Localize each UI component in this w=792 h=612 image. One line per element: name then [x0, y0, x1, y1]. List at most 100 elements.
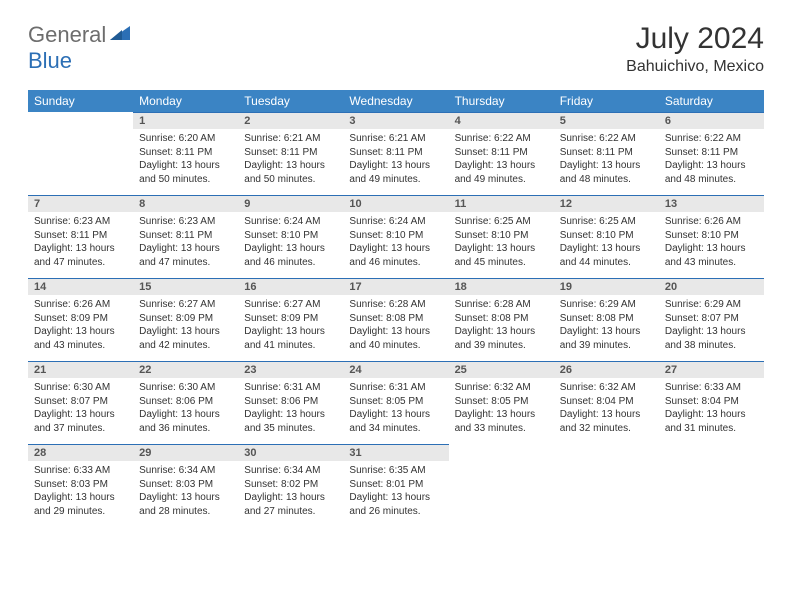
day-details: Sunrise: 6:26 AMSunset: 8:10 PMDaylight:… [659, 212, 764, 278]
day-details: Sunrise: 6:29 AMSunset: 8:07 PMDaylight:… [659, 295, 764, 361]
calendar-cell: 11Sunrise: 6:25 AMSunset: 8:10 PMDayligh… [449, 195, 554, 278]
day-details: Sunrise: 6:22 AMSunset: 8:11 PMDaylight:… [449, 129, 554, 195]
day-header-tuesday: Tuesday [238, 90, 343, 112]
calendar-cell: 16Sunrise: 6:27 AMSunset: 8:09 PMDayligh… [238, 278, 343, 361]
calendar-cell: 3Sunrise: 6:21 AMSunset: 8:11 PMDaylight… [343, 112, 448, 195]
calendar-cell [28, 112, 133, 195]
day-header-monday: Monday [133, 90, 238, 112]
day-number: 31 [343, 445, 448, 461]
day-details: Sunrise: 6:21 AMSunset: 8:11 PMDaylight:… [343, 129, 448, 195]
day-number: 15 [133, 279, 238, 295]
day-number: 24 [343, 362, 448, 378]
calendar-cell: 22Sunrise: 6:30 AMSunset: 8:06 PMDayligh… [133, 361, 238, 444]
day-number: 6 [659, 113, 764, 129]
calendar-row: 7Sunrise: 6:23 AMSunset: 8:11 PMDaylight… [28, 195, 764, 278]
day-details: Sunrise: 6:28 AMSunset: 8:08 PMDaylight:… [343, 295, 448, 361]
calendar-table: SundayMondayTuesdayWednesdayThursdayFrid… [28, 90, 764, 527]
day-header-wednesday: Wednesday [343, 90, 448, 112]
day-header-thursday: Thursday [449, 90, 554, 112]
calendar-cell [449, 444, 554, 527]
calendar-cell: 1Sunrise: 6:20 AMSunset: 8:11 PMDaylight… [133, 112, 238, 195]
day-details: Sunrise: 6:26 AMSunset: 8:09 PMDaylight:… [28, 295, 133, 361]
calendar-cell: 9Sunrise: 6:24 AMSunset: 8:10 PMDaylight… [238, 195, 343, 278]
day-details: Sunrise: 6:31 AMSunset: 8:05 PMDaylight:… [343, 378, 448, 444]
day-details: Sunrise: 6:31 AMSunset: 8:06 PMDaylight:… [238, 378, 343, 444]
calendar-cell: 26Sunrise: 6:32 AMSunset: 8:04 PMDayligh… [554, 361, 659, 444]
calendar-cell: 23Sunrise: 6:31 AMSunset: 8:06 PMDayligh… [238, 361, 343, 444]
day-number: 22 [133, 362, 238, 378]
logo-text-blue: Blue [28, 48, 72, 73]
day-details: Sunrise: 6:33 AMSunset: 8:04 PMDaylight:… [659, 378, 764, 444]
day-header-row: SundayMondayTuesdayWednesdayThursdayFrid… [28, 90, 764, 112]
day-number: 11 [449, 196, 554, 212]
calendar-row: 14Sunrise: 6:26 AMSunset: 8:09 PMDayligh… [28, 278, 764, 361]
calendar-row: 1Sunrise: 6:20 AMSunset: 8:11 PMDaylight… [28, 112, 764, 195]
location-label: Bahuichivo, Mexico [626, 58, 764, 76]
calendar-cell: 2Sunrise: 6:21 AMSunset: 8:11 PMDaylight… [238, 112, 343, 195]
day-details: Sunrise: 6:23 AMSunset: 8:11 PMDaylight:… [133, 212, 238, 278]
day-details: Sunrise: 6:22 AMSunset: 8:11 PMDaylight:… [659, 129, 764, 195]
day-details: Sunrise: 6:34 AMSunset: 8:02 PMDaylight:… [238, 461, 343, 527]
day-header-sunday: Sunday [28, 90, 133, 112]
day-number: 10 [343, 196, 448, 212]
day-number: 29 [133, 445, 238, 461]
day-number: 16 [238, 279, 343, 295]
day-number: 23 [238, 362, 343, 378]
calendar-row: 21Sunrise: 6:30 AMSunset: 8:07 PMDayligh… [28, 361, 764, 444]
calendar-cell: 6Sunrise: 6:22 AMSunset: 8:11 PMDaylight… [659, 112, 764, 195]
day-number: 25 [449, 362, 554, 378]
logo-triangle-icon [110, 24, 132, 47]
calendar-cell: 8Sunrise: 6:23 AMSunset: 8:11 PMDaylight… [133, 195, 238, 278]
day-details: Sunrise: 6:21 AMSunset: 8:11 PMDaylight:… [238, 129, 343, 195]
day-number: 9 [238, 196, 343, 212]
day-number: 5 [554, 113, 659, 129]
day-details: Sunrise: 6:30 AMSunset: 8:07 PMDaylight:… [28, 378, 133, 444]
calendar-cell: 25Sunrise: 6:32 AMSunset: 8:05 PMDayligh… [449, 361, 554, 444]
day-number: 28 [28, 445, 133, 461]
month-title: July 2024 [626, 22, 764, 56]
day-number: 2 [238, 113, 343, 129]
day-number: 8 [133, 196, 238, 212]
day-details: Sunrise: 6:25 AMSunset: 8:10 PMDaylight:… [449, 212, 554, 278]
day-number: 13 [659, 196, 764, 212]
day-details: Sunrise: 6:28 AMSunset: 8:08 PMDaylight:… [449, 295, 554, 361]
calendar-row: 28Sunrise: 6:33 AMSunset: 8:03 PMDayligh… [28, 444, 764, 527]
day-details: Sunrise: 6:30 AMSunset: 8:06 PMDaylight:… [133, 378, 238, 444]
day-number: 30 [238, 445, 343, 461]
calendar-cell: 19Sunrise: 6:29 AMSunset: 8:08 PMDayligh… [554, 278, 659, 361]
calendar-cell: 30Sunrise: 6:34 AMSunset: 8:02 PMDayligh… [238, 444, 343, 527]
header: General July 2024 Bahuichivo, Mexico [28, 22, 764, 76]
calendar-cell: 4Sunrise: 6:22 AMSunset: 8:11 PMDaylight… [449, 112, 554, 195]
day-details: Sunrise: 6:23 AMSunset: 8:11 PMDaylight:… [28, 212, 133, 278]
day-details: Sunrise: 6:32 AMSunset: 8:05 PMDaylight:… [449, 378, 554, 444]
calendar-cell: 31Sunrise: 6:35 AMSunset: 8:01 PMDayligh… [343, 444, 448, 527]
calendar-cell: 5Sunrise: 6:22 AMSunset: 8:11 PMDaylight… [554, 112, 659, 195]
title-block: July 2024 Bahuichivo, Mexico [626, 22, 764, 76]
calendar-cell: 10Sunrise: 6:24 AMSunset: 8:10 PMDayligh… [343, 195, 448, 278]
day-number: 21 [28, 362, 133, 378]
day-number: 14 [28, 279, 133, 295]
logo: General [28, 22, 134, 48]
day-header-friday: Friday [554, 90, 659, 112]
calendar-cell: 18Sunrise: 6:28 AMSunset: 8:08 PMDayligh… [449, 278, 554, 361]
day-details: Sunrise: 6:29 AMSunset: 8:08 PMDaylight:… [554, 295, 659, 361]
day-number: 19 [554, 279, 659, 295]
calendar-cell: 20Sunrise: 6:29 AMSunset: 8:07 PMDayligh… [659, 278, 764, 361]
calendar-cell: 28Sunrise: 6:33 AMSunset: 8:03 PMDayligh… [28, 444, 133, 527]
day-details: Sunrise: 6:25 AMSunset: 8:10 PMDaylight:… [554, 212, 659, 278]
calendar-cell: 7Sunrise: 6:23 AMSunset: 8:11 PMDaylight… [28, 195, 133, 278]
calendar-cell: 29Sunrise: 6:34 AMSunset: 8:03 PMDayligh… [133, 444, 238, 527]
day-details: Sunrise: 6:27 AMSunset: 8:09 PMDaylight:… [238, 295, 343, 361]
calendar-cell [554, 444, 659, 527]
calendar-cell: 17Sunrise: 6:28 AMSunset: 8:08 PMDayligh… [343, 278, 448, 361]
calendar-cell: 13Sunrise: 6:26 AMSunset: 8:10 PMDayligh… [659, 195, 764, 278]
day-number: 4 [449, 113, 554, 129]
calendar-cell: 27Sunrise: 6:33 AMSunset: 8:04 PMDayligh… [659, 361, 764, 444]
day-details: Sunrise: 6:33 AMSunset: 8:03 PMDaylight:… [28, 461, 133, 527]
calendar-cell: 24Sunrise: 6:31 AMSunset: 8:05 PMDayligh… [343, 361, 448, 444]
day-details: Sunrise: 6:34 AMSunset: 8:03 PMDaylight:… [133, 461, 238, 527]
calendar-cell: 21Sunrise: 6:30 AMSunset: 8:07 PMDayligh… [28, 361, 133, 444]
calendar-cell: 12Sunrise: 6:25 AMSunset: 8:10 PMDayligh… [554, 195, 659, 278]
day-details: Sunrise: 6:32 AMSunset: 8:04 PMDaylight:… [554, 378, 659, 444]
day-number: 18 [449, 279, 554, 295]
